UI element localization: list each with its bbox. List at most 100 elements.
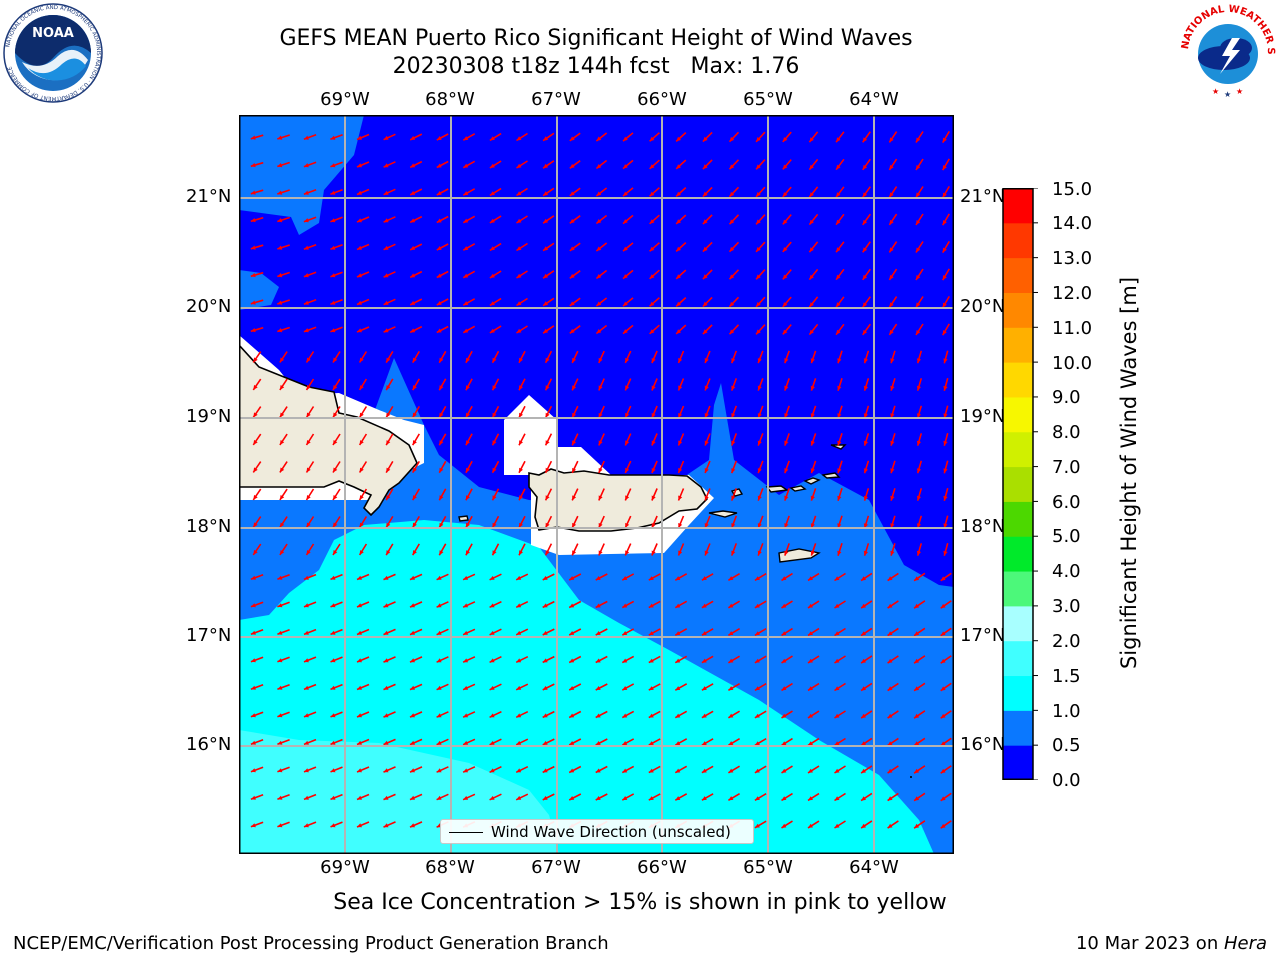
wave-arrow-head — [651, 550, 656, 556]
wave-arrow-head — [463, 246, 469, 251]
wave-arrow-head — [861, 631, 866, 636]
wave-arrow-head — [359, 495, 364, 500]
wave-arrow-head — [598, 440, 603, 446]
wave-arrow-head — [651, 523, 656, 528]
wave-arrow-head — [516, 795, 522, 800]
wave-arrow-head — [383, 713, 389, 718]
lat-label-left: 20°N — [186, 296, 232, 317]
wave-arrow-head — [250, 795, 256, 800]
wave-arrow-head — [542, 603, 548, 608]
wave-arrow-head — [436, 163, 442, 168]
lat-label-right: 19°N — [960, 406, 1006, 427]
wave-arrow-head — [357, 713, 362, 718]
land-st-thomas — [765, 485, 789, 493]
wave-arrow-head — [862, 164, 868, 170]
wave-arrow-head — [463, 658, 469, 663]
wave-arrow-head — [542, 768, 548, 773]
wave-arrow-head — [569, 273, 575, 279]
wave-arrow-head — [250, 658, 256, 663]
wave-arrow-head — [808, 741, 813, 746]
wave-arrow-head — [436, 328, 442, 333]
wave-arrow-head — [357, 245, 362, 250]
wave-arrow-head — [277, 768, 283, 773]
wave-arrow-head — [809, 192, 814, 198]
wave-arrow-head — [890, 440, 895, 446]
wave-arrow-head — [543, 136, 549, 141]
wave-arrow-head — [942, 247, 947, 253]
wave-arrow-head — [757, 413, 762, 419]
wave-arrow-head — [330, 163, 336, 168]
wave-arrow-head — [333, 385, 338, 390]
wave-arrow-head — [887, 713, 893, 719]
wave-arrow-head — [277, 603, 283, 608]
lon-label-bottom: 68°W — [425, 857, 475, 878]
wave-arrow-head — [836, 137, 841, 143]
wave-arrow-head — [465, 357, 470, 363]
colorbar — [1002, 188, 1038, 780]
wave-arrow-head — [914, 686, 920, 691]
wave-arrow-head — [728, 658, 734, 663]
graticule — [239, 115, 954, 854]
wave-arrow-head — [781, 741, 787, 746]
colorbar-tick-label: 1.5 — [1052, 666, 1081, 687]
wave-arrow-head — [253, 384, 258, 390]
wave-arrow-head — [410, 575, 415, 580]
wave-arrow-head — [330, 685, 336, 690]
colorbar-tick-label: 15.0 — [1052, 179, 1093, 200]
wave-arrow-head — [545, 495, 550, 501]
wave-arrow-head — [675, 686, 681, 691]
wave-arrow-head — [330, 603, 336, 608]
wave-arrow-head — [330, 630, 336, 635]
land-vieques — [708, 510, 738, 518]
wave-arrow-head — [784, 413, 789, 419]
wave-arrow-head — [277, 795, 283, 800]
wave-arrow-head — [784, 550, 789, 556]
wave-arrow-head — [729, 301, 735, 307]
wave-arrow-head — [862, 329, 868, 335]
wave-arrow-head — [863, 440, 868, 446]
wave-arrow-head — [757, 358, 762, 364]
wave-arrow-head — [782, 302, 788, 307]
colorbar-tick-label: 1.0 — [1052, 701, 1081, 722]
colorbar-swatch — [1003, 605, 1033, 642]
wave-arrow-head — [569, 713, 575, 718]
lon-label-bottom: 66°W — [637, 857, 687, 878]
wave-arrow-head — [942, 165, 947, 171]
wave-arrow-head — [519, 412, 523, 418]
wave-arrow-head — [834, 741, 840, 746]
wave-arrow-head — [704, 495, 709, 501]
wave-arrow-head — [596, 301, 602, 306]
wave-arrow-head — [253, 549, 258, 555]
wave-arrow-head — [649, 191, 655, 197]
wave-arrow-head — [728, 741, 734, 746]
wave-arrow-head — [542, 630, 548, 635]
colorbar-swatch — [1003, 222, 1033, 259]
wave-arrow-head — [569, 576, 575, 580]
wave-arrow-head — [808, 603, 813, 608]
wave-arrow-head — [386, 495, 391, 501]
wave-arrow-head — [781, 603, 787, 608]
wave-arrow-head — [279, 495, 285, 500]
wave-arrow-head — [914, 768, 920, 774]
wave-arrow-head — [410, 768, 415, 773]
wave-arrow-head — [729, 191, 735, 197]
wave-arrow-head — [598, 550, 603, 556]
wave-arrow-head — [810, 385, 815, 391]
wave-arrow-head — [253, 439, 258, 445]
wave-arrow-head — [277, 713, 283, 718]
wave-arrow-head — [728, 796, 734, 801]
wave-arrow-head — [596, 164, 602, 169]
wave-arrow-head — [702, 136, 708, 142]
wave-arrow-head — [519, 440, 523, 446]
wave-arrow-head — [678, 523, 683, 528]
wave-arrow-head — [651, 440, 656, 446]
wave-arrow-head — [728, 576, 734, 581]
wave-arrow-head — [942, 220, 947, 226]
wave-arrow-head — [808, 713, 813, 718]
wave-arrow-head — [623, 164, 628, 169]
colorbar-tick-label: 0.0 — [1052, 770, 1081, 791]
wave-arrow-head — [383, 190, 389, 195]
wave-arrow-head — [277, 685, 283, 690]
wave-arrow-head — [303, 328, 309, 333]
noaa-text: NOAA — [32, 26, 74, 41]
